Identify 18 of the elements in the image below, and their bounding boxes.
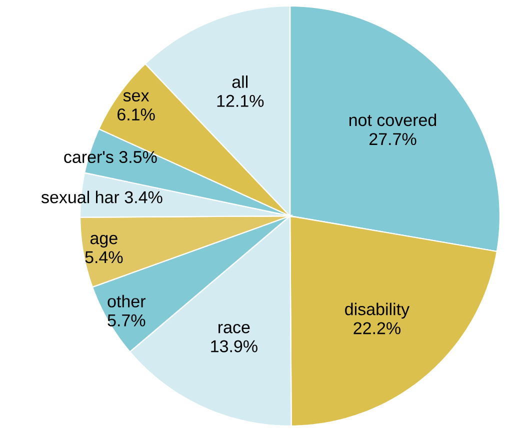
slice-label: not covered (349, 114, 436, 126)
data-label: 6.1% (118, 108, 155, 121)
slice-label: sexual har (41, 190, 120, 204)
slice-label: race (218, 324, 250, 334)
data-label: 13.9% (211, 340, 258, 352)
data-label: 12.1% (217, 94, 264, 107)
slice-label: disability (345, 302, 410, 319)
data-label: 27.7% (370, 133, 416, 146)
slice-label: other (108, 294, 146, 308)
slice-label: carer's (64, 151, 114, 164)
data-label: 22.2% (354, 322, 400, 334)
data-label: 5.4% (85, 251, 123, 264)
slice-label: age (90, 234, 118, 248)
data-label: 3.4% (124, 191, 162, 204)
slice-label: all (232, 75, 248, 88)
data-label: 3.5% (119, 151, 157, 164)
slice-label: sex (123, 92, 150, 102)
data-label: 5.7% (108, 314, 146, 326)
